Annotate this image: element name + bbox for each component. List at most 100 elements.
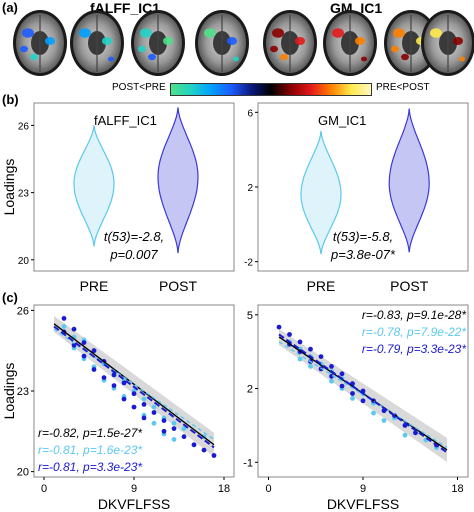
violin-title: fALFF_IC1 (94, 113, 157, 128)
point-post (131, 404, 137, 410)
brain-slice (70, 10, 124, 76)
y-tick-label: 2 (247, 384, 253, 396)
y-tick-label: 26 (17, 305, 29, 317)
point-post (339, 371, 345, 377)
point-post (91, 367, 97, 372)
activation-blob (393, 28, 405, 38)
panel-a-label: (a) (2, 0, 18, 15)
point-post (191, 442, 197, 448)
point-post (71, 326, 77, 332)
x-tick-label: 18 (218, 483, 230, 495)
correlation-stat: r=-0.82, p=1.5e-27* (38, 426, 142, 440)
point-post (161, 418, 167, 423)
point-pre (61, 324, 67, 329)
x-tick-label: 9 (360, 483, 366, 495)
brain-slice (323, 10, 377, 76)
point-post (141, 402, 147, 407)
brain-slices (13, 10, 474, 76)
violin-stat-t: t(53)=-2.8, (104, 229, 164, 244)
point-post (71, 342, 77, 348)
activation-blob (45, 37, 55, 45)
violin-ylabel: Loadings (1, 159, 17, 216)
point-pre (151, 420, 157, 426)
point-pre (181, 426, 187, 431)
point-post (201, 447, 207, 453)
scatter-panel: 26 23 20 0 9 18 DKVFLFSS r=-0.82, p=1.5e-27* r=-… (17, 304, 235, 512)
point-post (101, 375, 107, 380)
activation-blob (163, 37, 173, 45)
point-post (111, 383, 117, 388)
fit-line (278, 333, 448, 454)
violin-pre (73, 125, 115, 247)
violin-frame (257, 102, 469, 272)
scatter-xlabel: DKVFLFSS (327, 496, 399, 512)
point-post (61, 316, 67, 321)
point-pre (308, 364, 313, 369)
y-tick-label: 20 (18, 256, 30, 267)
point-post (413, 430, 418, 436)
point-pre (171, 437, 177, 442)
point-pre (350, 396, 355, 401)
brain-slice (263, 10, 317, 76)
scatter-panel: 5 2 -1 0 9 18 DKVFLFSS r=-0.83, p=9.1e-28* r=-0.… (243, 304, 469, 512)
violin-frame (33, 102, 235, 272)
point-post (171, 426, 177, 431)
point-post (141, 415, 147, 421)
activation-blob (361, 56, 367, 62)
violin-stat-p: p=3.8e-07* (330, 247, 396, 262)
point-post (350, 391, 355, 396)
colorbar (170, 83, 372, 96)
activation-blob (280, 53, 288, 61)
activation-blob (233, 56, 239, 62)
x-tick-label: 0 (41, 483, 47, 495)
violin-xlabel: PRE (80, 278, 109, 294)
point-post (91, 348, 97, 354)
activation-blob (272, 28, 284, 38)
activation-blob (355, 37, 365, 45)
fit-line (53, 328, 215, 440)
fit-line (53, 325, 215, 449)
fit-line (53, 323, 215, 446)
point-post (131, 391, 137, 397)
violin-pre (300, 130, 342, 255)
point-pre (371, 410, 376, 416)
violin-post (388, 108, 430, 253)
panel-c-label: (c) (2, 290, 18, 305)
correlation-stat: r=-0.81, p=1.6e-23* (38, 443, 142, 457)
brain-slice (384, 10, 438, 76)
activation-blob (430, 28, 442, 38)
violin-stat-p: p=0.007 (109, 247, 158, 262)
activation-blob (453, 37, 463, 45)
point-post (211, 453, 217, 458)
activation-blob (138, 45, 146, 53)
violin-stat-t: t(53)=-5.8, (333, 229, 393, 244)
point-post (161, 428, 167, 434)
activation-blob (20, 45, 28, 53)
colorbar-left-label: POST<PRE (112, 82, 166, 93)
y-tick-label: 5 (247, 310, 253, 322)
point-post (297, 339, 303, 345)
fit-line (278, 341, 448, 449)
colorbar-right-label: PRE<POST (376, 82, 430, 93)
brain-slice (421, 10, 474, 76)
brain-slice (131, 10, 185, 76)
violin-title: GM_IC1 (318, 113, 366, 128)
activation-blob (295, 37, 305, 45)
point-pre (381, 418, 387, 423)
violin-panel: GM_IC1 6 2 -2 PRE POST t(53)=-5.8, p=3.8e-07* (244, 102, 469, 294)
activation-blob (204, 28, 216, 38)
falff-ic1-title: fALFF_IC1 (90, 0, 160, 16)
violin-xlabel: POST (390, 278, 429, 294)
point-pre (141, 396, 147, 402)
correlation-stat: r=-0.79, p=3.3e-23* (362, 342, 466, 356)
point-post (181, 434, 187, 440)
y-tick-label: 6 (247, 108, 253, 119)
point-post (360, 398, 366, 404)
point-post (339, 383, 345, 389)
point-pre (297, 356, 303, 362)
y-tick-label: 20 (17, 467, 29, 479)
y-tick-label: 23 (17, 386, 29, 398)
y-tick-label: 2 (247, 183, 253, 194)
